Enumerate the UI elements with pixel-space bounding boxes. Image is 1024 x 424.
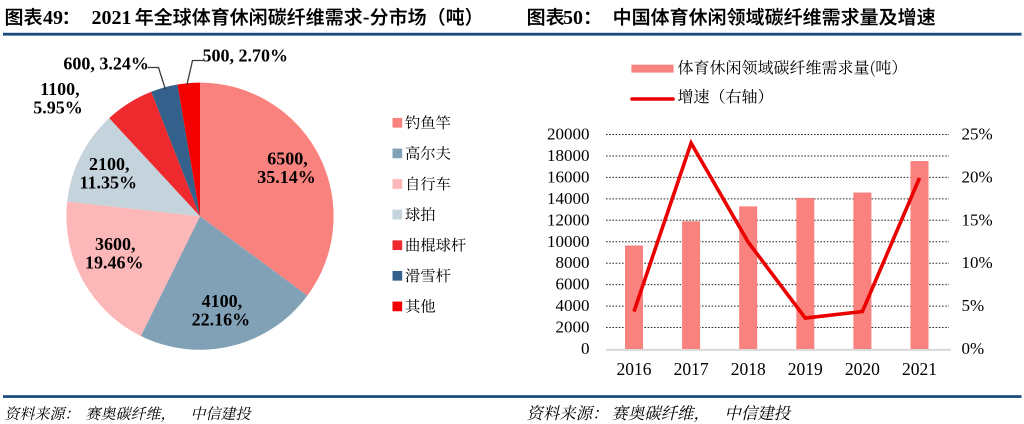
svg-text:2018: 2018 xyxy=(731,359,766,379)
svg-text:10%: 10% xyxy=(962,253,993,272)
svg-text:16000: 16000 xyxy=(547,167,590,186)
svg-text:0: 0 xyxy=(581,339,590,358)
svg-text:49: 49 xyxy=(43,7,63,29)
svg-text:18000: 18000 xyxy=(547,146,590,165)
svg-text:3600,: 3600, xyxy=(95,234,136,254)
svg-text:6500,: 6500, xyxy=(267,149,308,169)
svg-text:8000: 8000 xyxy=(556,253,590,272)
svg-text:2020: 2020 xyxy=(845,359,880,379)
svg-text:2016: 2016 xyxy=(617,359,652,379)
svg-text:1100,: 1100, xyxy=(40,79,80,99)
svg-text:500, 2.70%: 500, 2.70% xyxy=(203,45,289,65)
svg-text:11.35%: 11.35% xyxy=(79,172,137,192)
svg-text:5.95%: 5.95% xyxy=(33,97,83,117)
svg-text:22.16%: 22.16% xyxy=(192,309,251,329)
svg-text:4100,: 4100, xyxy=(202,291,243,311)
svg-text:20000: 20000 xyxy=(547,125,590,144)
svg-text:35.14%: 35.14% xyxy=(257,167,316,187)
svg-text:0%: 0% xyxy=(962,339,985,358)
svg-text:12000: 12000 xyxy=(547,210,590,229)
svg-text:2019: 2019 xyxy=(788,359,823,379)
svg-text:19.46%: 19.46% xyxy=(85,252,144,272)
svg-text:2100,: 2100, xyxy=(89,154,130,174)
svg-text:25%: 25% xyxy=(962,125,993,144)
svg-text:15%: 15% xyxy=(962,210,993,229)
svg-text:20%: 20% xyxy=(962,167,993,186)
svg-text:4000: 4000 xyxy=(556,296,590,315)
svg-text:2017: 2017 xyxy=(674,359,709,379)
svg-text:2021: 2021 xyxy=(902,359,937,379)
svg-text:50: 50 xyxy=(563,7,583,29)
svg-text:600, 3.24%: 600, 3.24% xyxy=(63,54,148,74)
svg-text:2000: 2000 xyxy=(556,318,590,337)
svg-text:14000: 14000 xyxy=(547,189,590,208)
svg-text:5%: 5% xyxy=(962,296,985,315)
svg-text:10000: 10000 xyxy=(547,232,590,251)
svg-text:2021: 2021 xyxy=(92,7,132,29)
svg-text:6000: 6000 xyxy=(556,275,590,294)
